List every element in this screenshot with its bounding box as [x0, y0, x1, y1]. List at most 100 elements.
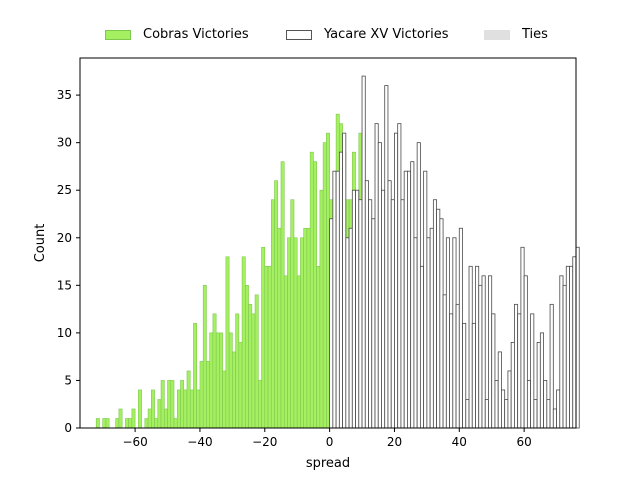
- cobras-bar: [287, 237, 292, 429]
- cobras-bar: [147, 408, 152, 429]
- y-axis-ticks: 0 5 10 15 20 25 30 35: [57, 88, 80, 435]
- x-tick-label: −60: [122, 435, 147, 449]
- yacare-bar: [338, 151, 343, 429]
- cobras-bar: [316, 265, 321, 429]
- yacare-bar: [475, 265, 480, 429]
- cobras-bar: [306, 227, 311, 429]
- yacare-bar: [455, 303, 460, 429]
- yacare-bar: [413, 237, 418, 429]
- yacare-bars: [329, 75, 580, 429]
- cobras-bar: [170, 380, 175, 429]
- yacare-bar: [501, 389, 506, 429]
- yacare-bar: [556, 389, 561, 429]
- yacare-bar: [390, 199, 395, 429]
- cobras-bar: [125, 418, 129, 429]
- y-tick-label: 25: [57, 183, 72, 197]
- y-tick-label: 20: [57, 231, 72, 245]
- yacare-bar: [355, 189, 360, 429]
- yacare-bar: [384, 85, 389, 429]
- cobras-bar: [267, 265, 272, 429]
- x-axis-ticks: −60 −40 −20 0 20 40 60: [122, 428, 532, 449]
- yacare-bar: [468, 265, 473, 429]
- yacare-bar: [423, 170, 428, 429]
- cobras-bar: [309, 151, 314, 429]
- yacare-bar: [546, 399, 551, 429]
- cobras-bar: [160, 380, 165, 429]
- yacare-bar: [429, 227, 434, 429]
- cobras-bar: [131, 408, 136, 429]
- yacare-bar: [504, 399, 509, 429]
- yacare-bar: [569, 265, 574, 429]
- yacare-bar: [432, 199, 437, 429]
- yacare-bar: [484, 399, 489, 429]
- cobras-bar: [235, 313, 240, 429]
- legend-swatch-yacare: [286, 29, 312, 40]
- legend-item-yacare: Yacare XV Victories: [286, 27, 449, 42]
- yacare-bar: [403, 170, 408, 429]
- yacare-bar: [445, 237, 450, 429]
- yacare-bar: [471, 322, 476, 429]
- yacare-bar: [377, 142, 382, 429]
- cobras-bar: [303, 227, 308, 429]
- legend: Cobras Victories Yacare XV Victories Tie…: [0, 27, 640, 47]
- legend-swatch-cobras: [105, 29, 131, 40]
- cobras-bar: [322, 142, 327, 429]
- cobras-bar: [199, 361, 204, 429]
- yacare-bar: [478, 284, 483, 429]
- y-tick-label: 15: [57, 278, 72, 292]
- yacare-bar: [342, 132, 347, 429]
- cobras-bar: [157, 399, 162, 429]
- yacare-bar: [539, 332, 544, 429]
- yacare-bar: [510, 341, 515, 429]
- cobras-bar: [245, 285, 249, 429]
- cobras-bar: [222, 370, 227, 429]
- y-tick-label: 10: [57, 326, 72, 340]
- cobras-bar: [193, 323, 198, 429]
- cobras-bar: [151, 389, 155, 429]
- yacare-bar: [559, 275, 564, 429]
- cobras-bar: [293, 237, 298, 429]
- yacare-bar: [407, 170, 412, 429]
- yacare-bar: [345, 237, 350, 429]
- yacare-bar: [497, 351, 502, 429]
- yacare-bar: [397, 123, 402, 429]
- x-tick-label: 60: [516, 435, 531, 449]
- cobras-bar: [189, 389, 194, 429]
- yacare-bar: [523, 275, 528, 429]
- yacare-bar: [335, 170, 340, 429]
- yacare-bar: [439, 218, 444, 429]
- cobras-bar: [261, 246, 266, 429]
- x-tick-label: 20: [387, 435, 402, 449]
- yacare-bar: [507, 370, 512, 429]
- x-tick-label: 0: [326, 435, 334, 449]
- legend-label-cobras: Cobras Victories: [143, 27, 249, 42]
- yacare-bar: [458, 227, 463, 429]
- yacare-bar: [332, 170, 337, 429]
- legend-label-ties: Ties: [522, 27, 548, 42]
- cobras-bar: [144, 418, 149, 429]
- yacare-bar: [520, 246, 525, 429]
- cobras-bar: [264, 265, 269, 429]
- cobras-bar: [212, 313, 217, 429]
- cobras-bar: [105, 418, 110, 429]
- yacare-bar: [465, 399, 470, 429]
- y-axis-label: Count: [33, 224, 48, 263]
- yacare-bar: [543, 380, 548, 429]
- yacare-bar: [387, 180, 392, 429]
- yacare-bar: [565, 265, 570, 429]
- yacare-bar: [361, 75, 366, 429]
- cobras-bar: [180, 380, 185, 429]
- yacare-bar: [533, 399, 538, 429]
- yacare-bar: [371, 218, 376, 429]
- yacare-bar: [368, 199, 373, 429]
- cobras-bar: [163, 408, 168, 429]
- cobras-bar: [248, 304, 253, 429]
- cobras-bar: [115, 418, 120, 429]
- cobras-bar: [196, 389, 201, 429]
- cobras-bar: [209, 332, 214, 429]
- cobras-bar: [257, 380, 262, 429]
- yacare-bar: [416, 142, 421, 429]
- yacare-bar: [481, 275, 486, 429]
- yacare-bar: [549, 303, 554, 429]
